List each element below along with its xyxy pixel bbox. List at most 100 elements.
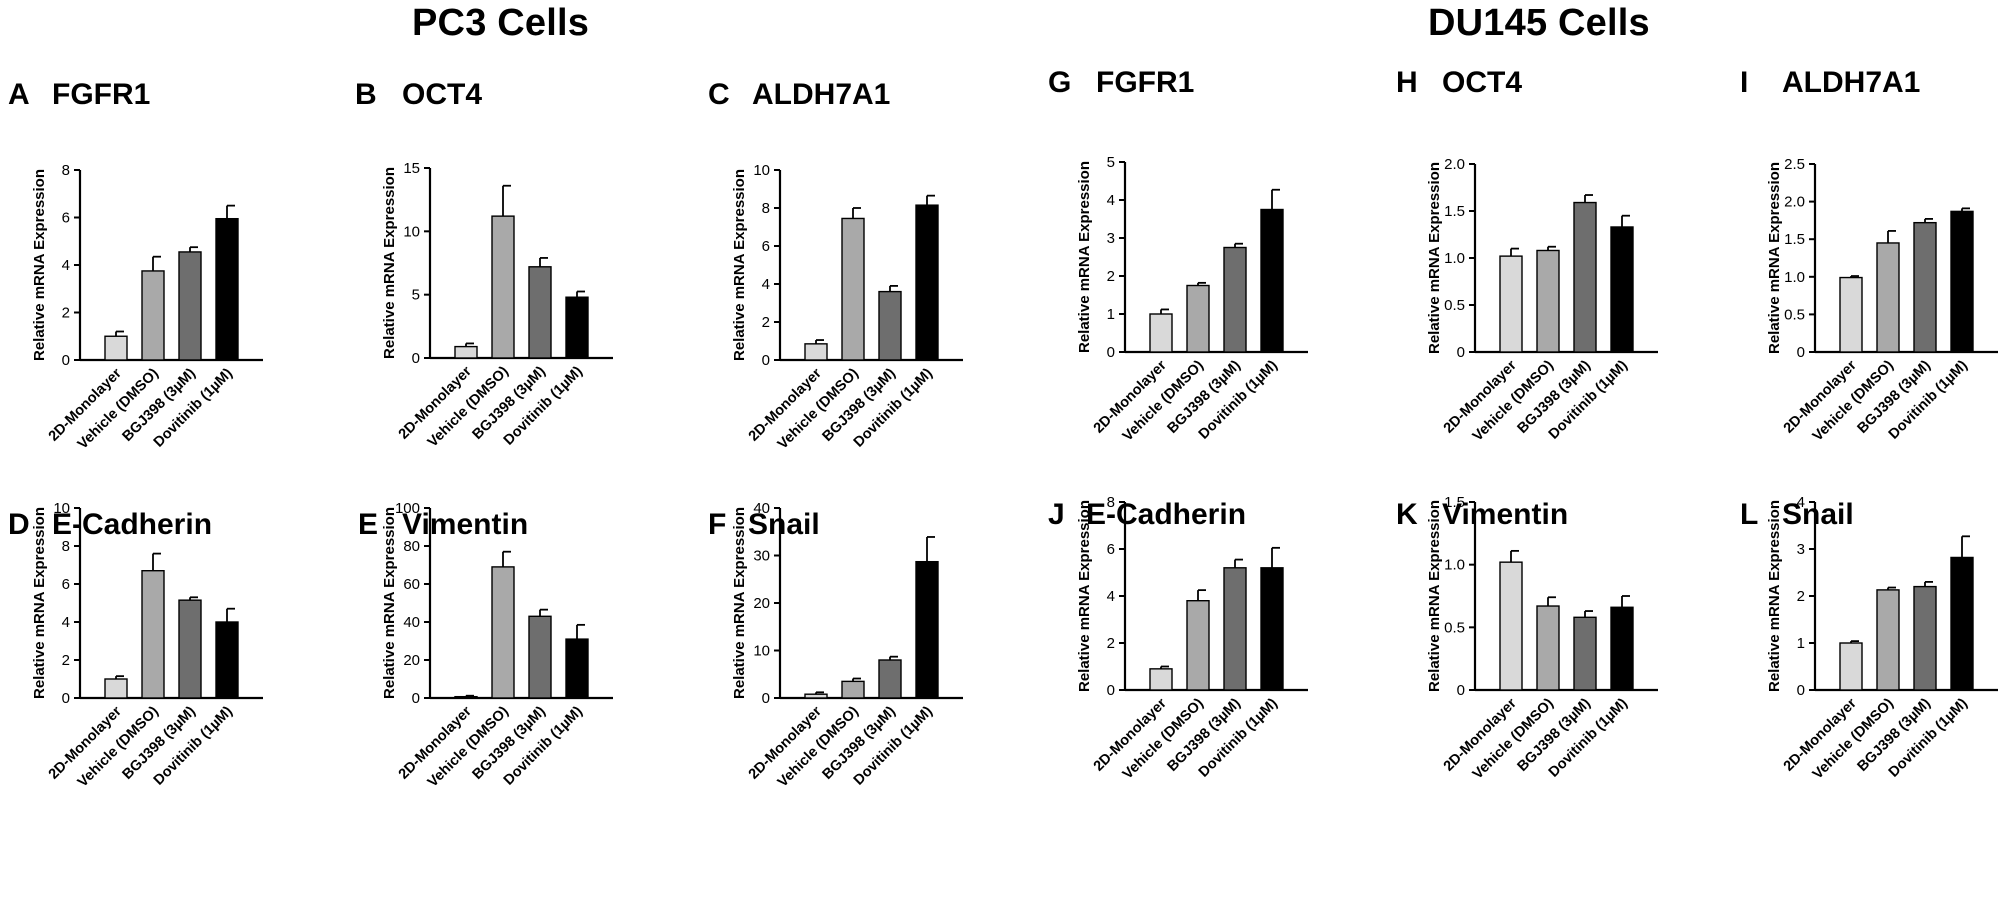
- y-tick-label: 2: [762, 314, 770, 331]
- panel-letter: H: [1396, 66, 1418, 99]
- y-tick-label: 0.5: [1444, 619, 1465, 636]
- y-tick-label: 5: [1107, 154, 1115, 171]
- y-tick-label: 20: [403, 652, 420, 669]
- panel-K: 0 0.5 1.0 1.5 Relative mRNA Expression 2D-Mon…: [1390, 494, 1720, 878]
- y-tick-label: 6: [762, 238, 770, 255]
- y-tick-label: 1.0: [1444, 557, 1465, 574]
- y-tick-label: 4: [1107, 588, 1115, 605]
- panel-F: 0 10 20 30 40 Relative mRNA Expression 2D-Mono…: [700, 500, 1030, 888]
- bar: [1876, 242, 1900, 353]
- y-tick-label: 0: [1457, 682, 1465, 699]
- y-tick-label: 2: [1107, 635, 1115, 652]
- panel-letter: E: [358, 508, 379, 541]
- bar: [1536, 249, 1560, 353]
- y-tick-label: 2: [1797, 588, 1805, 605]
- bar: [915, 204, 939, 361]
- y-tick-label: 15: [403, 160, 420, 177]
- bar: [215, 217, 239, 361]
- y-tick-label: 1.5: [1444, 494, 1465, 511]
- y-tick-label: 2: [62, 305, 70, 322]
- y-tick-label: 4: [62, 614, 70, 631]
- y-tick-label: 2: [62, 652, 70, 669]
- y-tick-label: 2: [1107, 268, 1115, 285]
- y-axis-label: Relative mRNA Expression: [381, 507, 398, 699]
- y-axis-label: Relative mRNA Expression: [731, 507, 748, 699]
- panel-gene-title: Snail: [748, 508, 820, 541]
- y-axis-label: Relative mRNA Expression: [31, 169, 48, 361]
- panel-gene-title: Vimentin: [1442, 498, 1569, 531]
- y-tick-label: 0: [1107, 344, 1115, 361]
- y-tick-label: 0: [62, 690, 70, 707]
- y-tick-label: 2.0: [1784, 194, 1805, 211]
- y-tick-label: 10: [753, 643, 770, 660]
- bar: [1223, 246, 1247, 353]
- y-tick-label: 8: [762, 200, 770, 217]
- panel-letter: L: [1740, 498, 1759, 531]
- bar: [1610, 606, 1634, 691]
- panel-L: 0 1 2 3 4 Relative mRNA Expression 2D-Monolaye…: [1730, 494, 2000, 878]
- y-tick-label: 1.5: [1784, 231, 1805, 248]
- bar: [178, 599, 202, 699]
- y-tick-label: 4: [1107, 192, 1115, 209]
- y-tick-label: 0: [412, 690, 420, 707]
- y-tick-label: 2.5: [1784, 156, 1805, 173]
- panel-letter: I: [1740, 66, 1749, 99]
- y-tick-label: 1: [1797, 635, 1805, 652]
- bar: [1876, 589, 1900, 691]
- y-tick-label: 0: [1797, 682, 1805, 699]
- y-tick-label: 20: [753, 595, 770, 612]
- panel-H: 0 0.5 1.0 1.5 2.0 Relative mRNA Expression 2D-…: [1390, 60, 1720, 445]
- bar: [1950, 210, 1974, 353]
- y-tick-label: 4: [762, 276, 770, 293]
- bar: [1186, 284, 1210, 353]
- panel-gene-title: E-Cadherin: [52, 508, 213, 541]
- y-tick-label: 40: [403, 614, 420, 631]
- panel-A: 0 2 4 6 8 Relative mRNA Expression 2D-Monolaye…: [0, 68, 330, 453]
- y-axis-label: Relative mRNA Expression: [731, 169, 748, 361]
- bar: [528, 615, 552, 699]
- bar: [1536, 605, 1560, 691]
- y-tick-label: 1.5: [1444, 203, 1465, 220]
- y-tick-label: 100: [395, 500, 420, 517]
- du145-cells-title: DU145 Cells: [1428, 2, 1650, 44]
- y-tick-label: 10: [753, 162, 770, 179]
- bar: [1839, 276, 1863, 353]
- bar: [841, 217, 865, 361]
- bar: [1573, 201, 1597, 353]
- bar: [104, 678, 128, 699]
- y-tick-label: 8: [62, 162, 70, 179]
- panel-gene-title: OCT4: [402, 78, 483, 111]
- panel-D: 0 2 4 6 8 10 Relative mRNA Expression 2D-Monola…: [0, 500, 330, 888]
- panel-gene-title: FGFR1: [52, 78, 151, 111]
- bar: [1913, 585, 1937, 691]
- bar: [1149, 668, 1173, 691]
- bar: [1149, 313, 1173, 353]
- panel-letter: B: [355, 78, 377, 111]
- panel-gene-title: Snail: [1782, 498, 1854, 531]
- bar: [491, 215, 515, 359]
- y-tick-label: 4: [1797, 494, 1805, 511]
- bar: [1260, 567, 1284, 691]
- panel-letter: C: [708, 78, 730, 111]
- y-tick-label: 0: [62, 352, 70, 369]
- bar: [1499, 255, 1523, 353]
- panel-gene-title: FGFR1: [1096, 66, 1195, 99]
- y-axis-label: Relative mRNA Expression: [1766, 162, 1783, 354]
- bar: [878, 659, 902, 699]
- y-tick-label: 80: [403, 538, 420, 555]
- y-tick-label: 6: [62, 210, 70, 227]
- bar: [1186, 599, 1210, 691]
- panel-J: 0 2 4 6 8 Relative mRNA Expression 2D-Monolaye…: [1040, 494, 1370, 878]
- y-tick-label: 3: [1797, 541, 1805, 558]
- y-axis-label: Relative mRNA Expression: [381, 167, 398, 359]
